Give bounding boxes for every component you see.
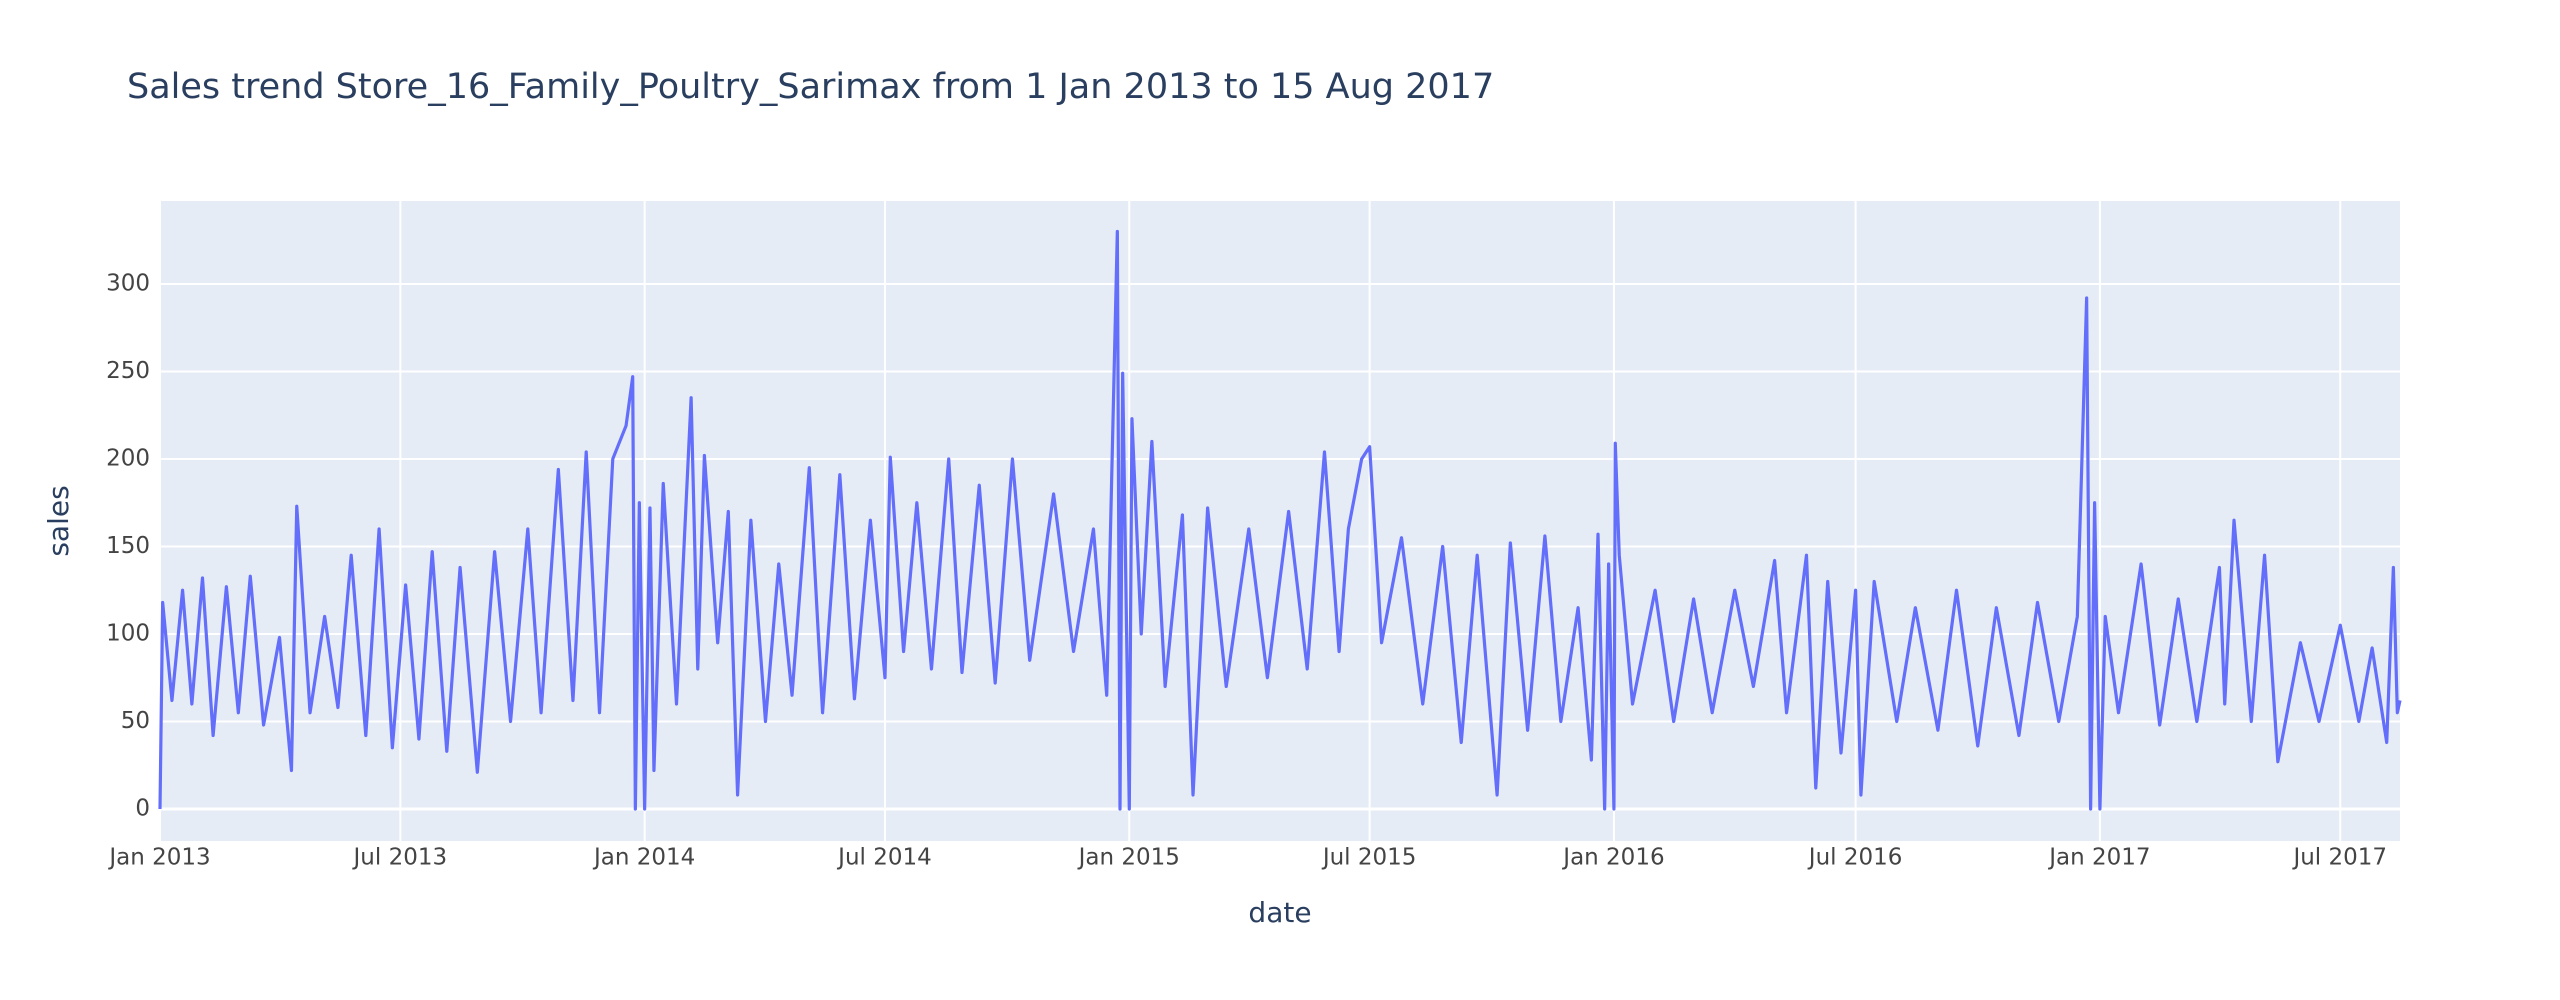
x-axis-title: date — [1248, 896, 1311, 929]
sales-line — [158, 229, 2402, 811]
x-tick-label: Jul 2015 — [1321, 845, 1417, 871]
x-tick-label: Jan 2013 — [107, 845, 210, 871]
x-tick-label: Jan 2017 — [2047, 845, 2150, 871]
y-tick-label: 0 — [135, 795, 150, 821]
x-tick-label: Jan 2014 — [592, 845, 695, 871]
x-tick-label: Jul 2014 — [836, 845, 932, 871]
x-tick-label: Jul 2017 — [2291, 845, 2387, 871]
x-tick-label: Jan 2015 — [1077, 845, 1180, 871]
y-tick-label: 50 — [121, 708, 150, 734]
plot-area — [160, 201, 2400, 841]
y-tick-label: 250 — [106, 358, 150, 384]
y-axis-title: sales — [42, 485, 75, 556]
y-tick-label: 150 — [106, 533, 150, 559]
x-tick-label: Jul 2016 — [1807, 845, 1903, 871]
y-tick-label: 100 — [106, 620, 150, 646]
y-tick-label: 300 — [106, 270, 150, 296]
x-tick-label: Jan 2016 — [1561, 845, 1664, 871]
y-tick-label: 200 — [106, 445, 150, 471]
x-tick-label: Jul 2013 — [352, 845, 448, 871]
chart-title: Sales trend Store_16_Family_Poultry_Sari… — [127, 67, 1494, 107]
